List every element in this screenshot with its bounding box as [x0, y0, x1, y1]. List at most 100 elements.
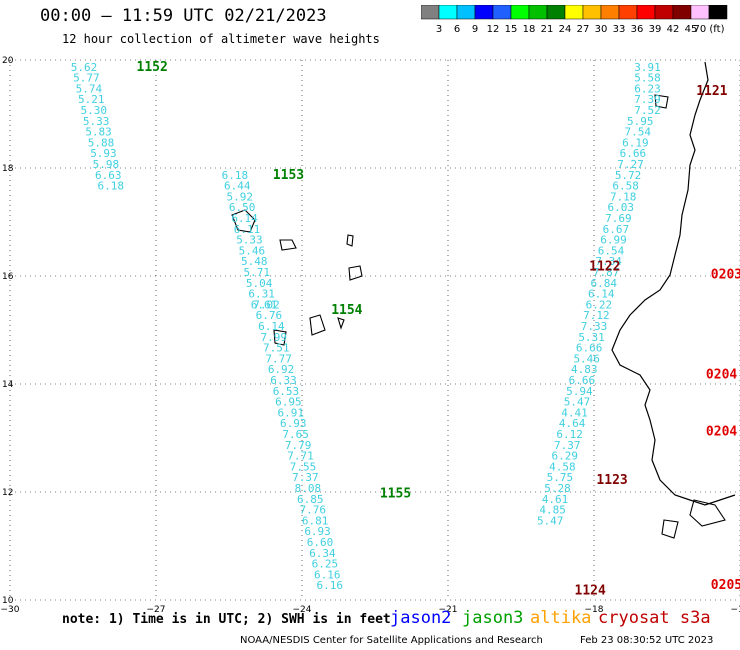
- y-tick-label: 16: [2, 272, 14, 282]
- wave-height-point: 8.08: [295, 482, 322, 495]
- wave-height-point: 6.44: [224, 180, 251, 193]
- wave-height-point: 7.34: [595, 255, 622, 268]
- y-tick-label: 14: [2, 380, 14, 390]
- wave-height-point: 7.79: [285, 439, 312, 452]
- wave-height-point: 5.93: [90, 147, 117, 160]
- wave-height-point: 7.37: [292, 471, 319, 484]
- x-tick-label: −27: [147, 605, 166, 615]
- wave-height-point: 6.25: [312, 558, 339, 571]
- legend-label: 70 (ft): [694, 24, 725, 35]
- legend-jason3: jason3: [462, 608, 524, 628]
- legend-swatch: [708, 5, 728, 20]
- wave-height-point: 6.53: [273, 385, 300, 398]
- wave-height-point: 5.95: [627, 115, 654, 128]
- track-time-label: 1122: [589, 260, 620, 275]
- wave-height-point: 6.66: [620, 147, 647, 160]
- cryosat-time-label: 0204: [706, 368, 737, 383]
- legend-label: 3: [436, 24, 442, 35]
- wave-height-point: 5.48: [241, 255, 268, 268]
- wave-height-point: 7.02: [253, 298, 280, 311]
- track-time-label: 1123: [596, 473, 627, 488]
- wave-height-point: 5.33: [83, 115, 110, 128]
- wave-height-point: 6.60: [307, 536, 334, 549]
- wave-height-point: 5.62: [71, 61, 98, 74]
- wave-height-point: 5.30: [80, 104, 107, 117]
- wave-height-point: 6.76: [256, 309, 283, 322]
- chart-title: 00:00 – 11:59 UTC 02/21/2023: [40, 6, 327, 26]
- wave-height-point: 6.99: [600, 234, 627, 247]
- footer-note: note: 1) Time is in UTC; 2) SWH is in fe…: [62, 612, 391, 627]
- wave-height-point: 6.18: [97, 180, 124, 193]
- wave-height-point: 5.04: [246, 277, 273, 290]
- wave-height-point: 6.81: [302, 514, 329, 527]
- wave-height-point: 6.92: [268, 363, 295, 376]
- wave-height-point: 6.23: [634, 82, 661, 95]
- wave-height-point: 5.47: [564, 396, 591, 409]
- track-time-label: 1153: [273, 168, 304, 183]
- wave-height-point: 6.54: [598, 244, 625, 257]
- wave-height-point: 7.27: [617, 158, 644, 171]
- credit-text: NOAA/NESDIS Center for Satellite Applica…: [240, 635, 543, 646]
- wave-height-point: 5.98: [93, 158, 120, 171]
- wave-height-point: 6.03: [608, 201, 635, 214]
- wave-height-point: 6.22: [586, 298, 613, 311]
- legend-label: 6: [454, 24, 460, 35]
- wave-height-point: 7.77: [265, 352, 292, 365]
- wave-height-point: 7.39: [634, 93, 661, 106]
- wave-height-point: 6.33: [270, 374, 297, 387]
- island-outline: [337, 317, 345, 330]
- cryosat-time-label: 0205: [711, 578, 740, 593]
- legend-altika: altika: [530, 608, 592, 628]
- track-time-label: 1121: [696, 84, 727, 99]
- island-outline: [231, 209, 256, 233]
- wave-height-point: 7.76: [299, 504, 326, 517]
- wave-height-point: 4.58: [549, 460, 576, 473]
- y-tick-label: 10: [2, 596, 14, 606]
- wave-height-point: 5.88: [88, 136, 115, 149]
- wave-height-point: 5.71: [243, 266, 270, 279]
- coastline: [611, 61, 736, 506]
- track-time-label: 1154: [331, 303, 362, 318]
- island-outline: [661, 519, 679, 539]
- wave-height-point: 6.61: [251, 298, 278, 311]
- wave-height-point: 5.77: [73, 72, 100, 85]
- legend-label: 27: [577, 24, 590, 35]
- wave-height-point: 4.83: [571, 363, 598, 376]
- cryosat-time-label: 0203: [711, 268, 740, 283]
- legend-label: 12: [487, 24, 500, 35]
- island-outline: [348, 265, 363, 281]
- island-outline: [654, 94, 669, 109]
- wave-height-point: 4.64: [559, 417, 586, 430]
- wave-height-point: 6.63: [95, 169, 122, 182]
- wave-height-point: 7.65: [282, 428, 309, 441]
- wave-height-point: 7.54: [625, 126, 652, 139]
- island-outline: [689, 499, 726, 527]
- legend-label: 24: [559, 24, 572, 35]
- island-outline: [279, 239, 297, 251]
- wave-height-point: 6.85: [297, 493, 324, 506]
- track-time-label: 1155: [380, 486, 411, 501]
- wave-height-point: 4.41: [561, 406, 588, 419]
- wave-height-point: 6.93: [304, 525, 331, 538]
- wave-height-point: 6.31: [248, 288, 275, 301]
- y-tick-label: 20: [2, 56, 14, 66]
- x-tick-label: −21: [439, 605, 458, 615]
- legend-label: 39: [649, 24, 662, 35]
- legend-label: 45: [685, 24, 698, 35]
- track-time-label: 1124: [575, 584, 606, 599]
- wave-height-point: 6.19: [622, 136, 649, 149]
- wave-height-point: 6.58: [612, 180, 639, 193]
- x-tick-label: −24: [293, 605, 312, 615]
- legend-label: 42: [667, 24, 680, 35]
- wave-height-point: 6.14: [588, 288, 615, 301]
- wave-height-point: 5.75: [547, 471, 574, 484]
- wave-height-point: 7.69: [605, 212, 632, 225]
- x-tick-label: −30: [1, 605, 20, 615]
- wave-height-point: 6.67: [603, 223, 630, 236]
- wave-height-point: 6.16: [314, 568, 341, 581]
- legend-cryosat: cryosat s3a: [598, 608, 711, 628]
- legend-label: 21: [541, 24, 554, 35]
- legend-label: 9: [472, 24, 478, 35]
